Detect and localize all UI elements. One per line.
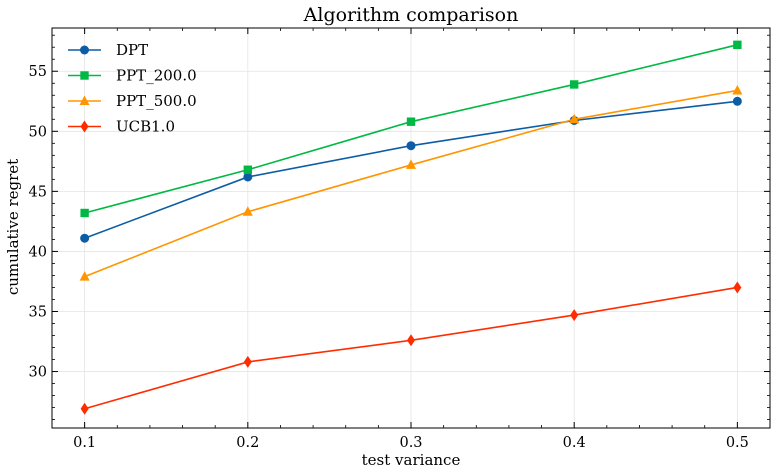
grid — [52, 28, 770, 428]
data-point-ucb1-0 — [733, 281, 742, 294]
legend-label-dpt: DPT — [116, 41, 148, 59]
y-tick-label: 50 — [29, 124, 47, 140]
data-point-ppt-200-0 — [80, 208, 89, 218]
data-point-ppt-500-0 — [406, 159, 416, 169]
chart-title: Algorithm comparison — [303, 4, 519, 26]
legend-marker-ppt-200-0 — [80, 71, 89, 80]
y-tick-label: 55 — [29, 64, 47, 80]
data-point-dpt — [243, 172, 253, 182]
y-tick-label: 30 — [29, 365, 47, 381]
legend-marker-ppt-500-0 — [79, 95, 90, 105]
y-tick-label: 35 — [29, 304, 47, 320]
data-point-ppt-200-0 — [406, 117, 416, 126]
x-tick-label: 0.2 — [236, 435, 259, 451]
data-point-ppt-500-0 — [732, 84, 743, 95]
legend-label-ucb1-0: UCB1.0 — [116, 118, 175, 136]
legend-label-ppt-200-0: PPT_200.0 — [116, 67, 197, 85]
data-point-ppt-200-0 — [243, 165, 253, 174]
x-axis-label: test variance — [362, 451, 461, 469]
data-point-ucb1-0 — [80, 402, 89, 415]
legend-label-ppt-500-0: PPT_500.0 — [116, 92, 197, 110]
data-point-ucb1-0 — [243, 355, 252, 368]
data-point-ppt-500-0 — [569, 113, 580, 124]
data-point-ucb1-0 — [407, 334, 415, 347]
legend-marker-ucb1-0 — [80, 120, 89, 133]
data-point-ppt-500-0 — [79, 271, 90, 281]
data-point-ppt-200-0 — [733, 40, 742, 50]
y-axis-label: cumulative regret — [4, 159, 22, 295]
data-point-dpt — [732, 96, 742, 106]
data-point-dpt — [406, 141, 416, 151]
x-tick-label: 0.4 — [563, 435, 586, 451]
legend-marker-dpt — [80, 45, 89, 55]
series-layer — [79, 40, 743, 415]
data-point-ppt-500-0 — [242, 206, 253, 216]
x-tick-label: 0.3 — [399, 435, 422, 451]
x-tick-label: 0.5 — [726, 435, 749, 451]
legend: DPT PPT_200.0 PPT_500.0 UCB1.0 — [68, 41, 197, 136]
x-tick-label: 0.1 — [73, 435, 96, 451]
axes: 0.1 0.2 0.3 0.4 0.5 30 35 40 45 50 55 — [29, 27, 771, 451]
y-tick-label: 40 — [29, 244, 47, 260]
y-tick-label: 45 — [29, 184, 47, 200]
data-point-dpt — [80, 233, 90, 243]
data-point-ppt-200-0 — [569, 80, 579, 89]
data-point-ucb1-0 — [570, 309, 579, 322]
